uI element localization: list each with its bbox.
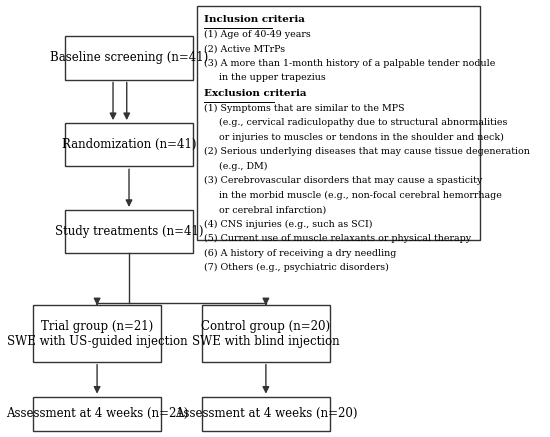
Text: Control group (n=20)
SWE with blind injection: Control group (n=20) SWE with blind inje…: [192, 319, 340, 347]
Text: (6) A history of receiving a dry needling: (6) A history of receiving a dry needlin…: [204, 249, 397, 258]
Text: or injuries to muscles or tendons in the shoulder and neck): or injuries to muscles or tendons in the…: [204, 132, 504, 142]
Text: (2) Serious underlying diseases that may cause tissue degeneration: (2) Serious underlying diseases that may…: [204, 147, 530, 156]
Text: (1) Age of 40-49 years: (1) Age of 40-49 years: [204, 30, 311, 39]
Text: (2) Active MTrPs: (2) Active MTrPs: [204, 44, 285, 53]
Text: (e.g., DM): (e.g., DM): [204, 161, 268, 170]
Text: (3) Cerebrovascular disorders that may cause a spasticity: (3) Cerebrovascular disorders that may c…: [204, 176, 482, 185]
Text: Study treatments (n=41): Study treatments (n=41): [55, 225, 204, 238]
Text: (3) A more than 1-month history of a palpable tender nodule: (3) A more than 1-month history of a pal…: [204, 59, 496, 68]
Text: (7) Others (e.g., psychiatric disorders): (7) Others (e.g., psychiatric disorders): [204, 263, 389, 272]
FancyBboxPatch shape: [202, 305, 330, 362]
Text: Baseline screening (n=41): Baseline screening (n=41): [50, 51, 208, 64]
Text: in the upper trapezius: in the upper trapezius: [204, 73, 326, 82]
Text: Trial group (n=21)
SWE with US-guided injection: Trial group (n=21) SWE with US-guided in…: [7, 319, 188, 347]
Text: Inclusion criteria: Inclusion criteria: [204, 15, 305, 24]
FancyBboxPatch shape: [65, 36, 193, 80]
FancyBboxPatch shape: [33, 396, 161, 431]
FancyBboxPatch shape: [65, 210, 193, 253]
Text: Randomization (n=41): Randomization (n=41): [62, 138, 196, 151]
Text: (e.g., cervical radiculopathy due to structural abnormalities: (e.g., cervical radiculopathy due to str…: [204, 118, 508, 127]
Text: Assessment at 4 weeks (n=21): Assessment at 4 weeks (n=21): [6, 407, 188, 420]
Text: Exclusion criteria: Exclusion criteria: [204, 89, 307, 98]
FancyBboxPatch shape: [33, 305, 161, 362]
Text: or cerebral infarction): or cerebral infarction): [204, 205, 327, 214]
Text: Assessment at 4 weeks (n=20): Assessment at 4 weeks (n=20): [175, 407, 357, 420]
Text: (1) Symptoms that are similar to the MPS: (1) Symptoms that are similar to the MPS: [204, 104, 405, 112]
Text: (5) Current use of muscle relaxants or physical therapy: (5) Current use of muscle relaxants or p…: [204, 234, 471, 243]
FancyBboxPatch shape: [65, 123, 193, 166]
Text: (4) CNS injuries (e.g., such as SCI): (4) CNS injuries (e.g., such as SCI): [204, 219, 373, 229]
FancyBboxPatch shape: [197, 6, 480, 240]
FancyBboxPatch shape: [202, 396, 330, 431]
Text: in the morbid muscle (e.g., non-focal cerebral hemorrhage: in the morbid muscle (e.g., non-focal ce…: [204, 191, 502, 200]
